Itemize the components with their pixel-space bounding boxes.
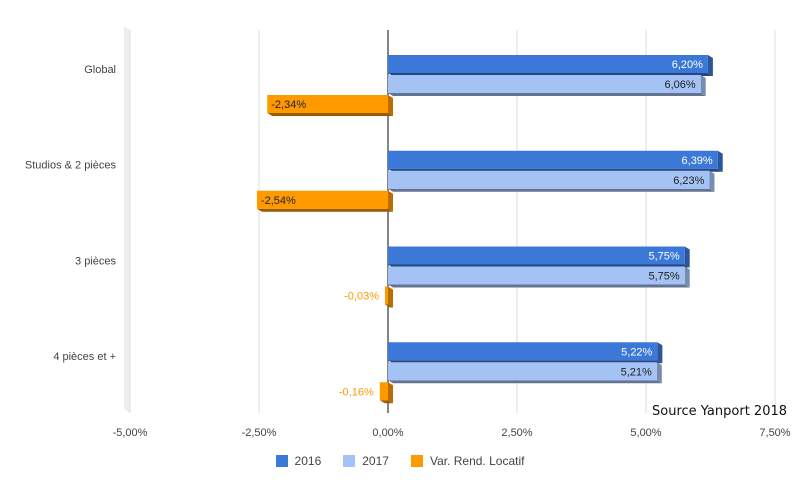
source-annotation: Source Yanport 2018 [652, 404, 788, 419]
category-label: Global [84, 64, 116, 76]
data-label: 5,22% [621, 346, 652, 358]
data-label: -0,03% [344, 291, 379, 303]
bar-bottom-face [388, 188, 715, 192]
bar [388, 55, 708, 73]
bar [385, 286, 388, 305]
data-label: 6,20% [672, 59, 703, 71]
x-tick-label: -5,00% [113, 427, 148, 439]
data-label: -0,16% [339, 386, 374, 398]
bar-side-face [657, 342, 663, 364]
bar [388, 266, 685, 285]
bar-side-face [388, 95, 393, 116]
legend-label-2016: 2016 [294, 454, 322, 468]
bar [388, 150, 718, 169]
bar-side-face [388, 190, 393, 212]
legend-label-var: Var. Rend. Locatif [429, 454, 525, 468]
data-label: 5,21% [621, 366, 652, 378]
bar-side-face [388, 382, 393, 404]
legend-item-2016[interactable]: 2016 [275, 454, 322, 468]
x-tick-label: 0,00% [372, 427, 403, 439]
category-label: 3 pièces [75, 255, 116, 267]
data-label: 6,23% [673, 175, 704, 187]
bar [267, 95, 388, 113]
bar [388, 342, 658, 361]
data-label: -2,34% [271, 99, 306, 111]
bar-side-face [707, 55, 713, 76]
bar [388, 75, 701, 93]
legend-swatch-2017 [343, 455, 356, 467]
data-label: 5,75% [648, 271, 679, 283]
bar [256, 190, 388, 209]
bar [379, 382, 388, 401]
bar-bottom-face [267, 113, 393, 116]
bar-side-face [717, 150, 723, 172]
legend-item-var[interactable]: Var. Rend. Locatif [410, 454, 525, 468]
x-tick-label: 2,50% [501, 427, 532, 439]
category-label: 4 pièces et + [53, 351, 116, 363]
bar [388, 362, 657, 381]
bar-side-face [709, 170, 715, 192]
bar-bottom-face [256, 208, 393, 212]
data-label: 6,39% [682, 155, 713, 167]
bar-side-face [656, 362, 662, 384]
x-tick-label: 5,00% [630, 427, 661, 439]
bar-bottom-face [379, 400, 393, 404]
category-label: Studios & 2 pièces [25, 160, 117, 172]
bar-side-face [684, 266, 690, 288]
bar-bottom-face [388, 380, 662, 384]
legend-swatch-2016 [275, 455, 288, 467]
bar-side-face [388, 286, 393, 308]
x-tick-label: -2,50% [242, 427, 277, 439]
bar-side-face [700, 75, 706, 96]
data-label: -2,54% [261, 195, 296, 207]
bar-bottom-face [388, 93, 706, 96]
legend-swatch-var [410, 455, 423, 467]
bar-side-face [684, 246, 690, 268]
bar-bottom-face [388, 284, 690, 288]
bar-bottom-face [385, 304, 393, 308]
plot-side-wall [124, 26, 130, 413]
legend-item-2017[interactable]: 2017 [343, 454, 389, 468]
x-tick-label: 7,50% [759, 427, 790, 439]
bar [388, 246, 685, 265]
legend-label-2017: 2017 [362, 454, 389, 468]
data-label: 6,06% [664, 79, 695, 91]
data-label: 5,75% [648, 251, 679, 263]
bar [388, 170, 710, 189]
legend: 2016 2017 Var. Rend. Locatif [0, 454, 800, 468]
